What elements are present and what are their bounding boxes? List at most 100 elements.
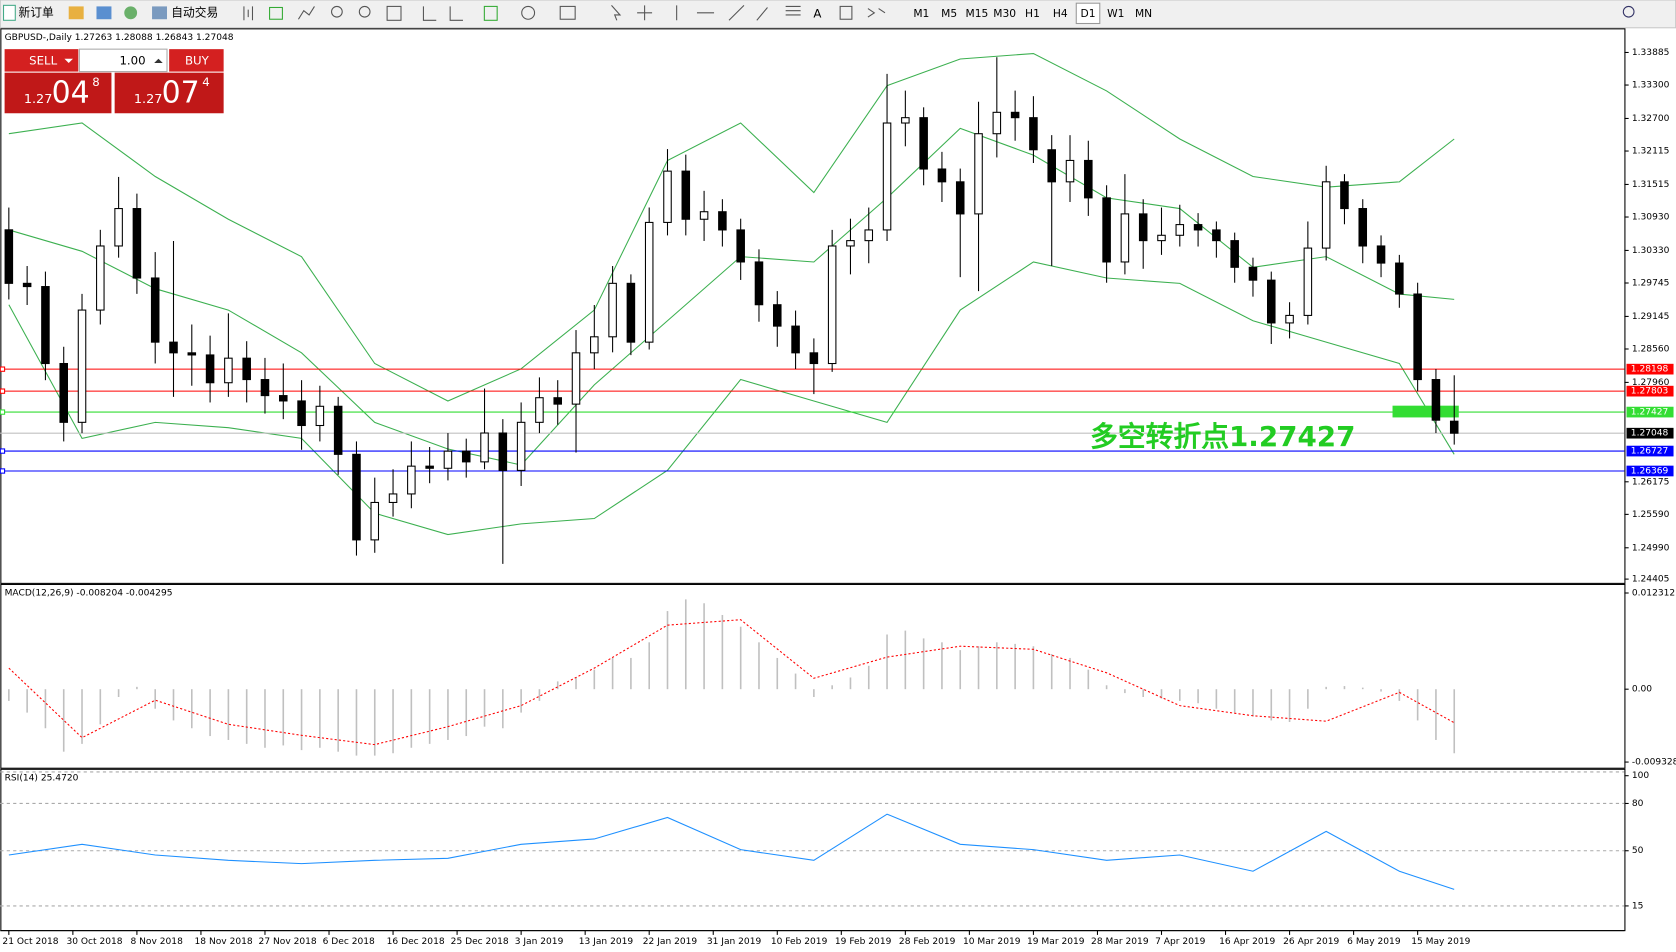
candle-body <box>1431 379 1441 421</box>
candle-body <box>1193 224 1203 231</box>
y-tick-label: 1.25590 <box>1632 510 1670 520</box>
search-icon[interactable] <box>1622 5 1635 18</box>
tile-icon[interactable] <box>386 5 402 21</box>
candle-body <box>864 229 874 242</box>
candle-body <box>1138 213 1148 242</box>
y-tick-label: 1.32115 <box>1632 147 1670 157</box>
buy-price-box[interactable] <box>114 72 224 114</box>
x-tick-label: 8 Nov 2018 <box>130 937 183 947</box>
candle-body <box>461 450 471 463</box>
text-tool[interactable]: A <box>813 6 821 20</box>
candle-body <box>96 245 105 311</box>
bar-chart-icon[interactable] <box>243 6 254 21</box>
x-tick-label: 19 Mar 2019 <box>1027 937 1085 947</box>
x-tick-label: 30 Oct 2018 <box>66 937 122 947</box>
level-marker <box>0 409 6 415</box>
candle-body <box>315 405 325 427</box>
y-tick-label: 100 <box>1632 771 1650 781</box>
zoom-in-icon[interactable] <box>331 5 343 18</box>
candle-body <box>333 405 343 455</box>
candle-body <box>1102 197 1111 263</box>
trade-panel: SELL 1.00 BUY 1.27 04 8 1.27 07 4 <box>4 48 224 114</box>
sell-price-box[interactable] <box>4 72 112 114</box>
x-tick-label: 6 Dec 2018 <box>323 937 375 947</box>
timeframe-button[interactable]: D1 <box>1081 7 1096 20</box>
sell-label[interactable]: SELL <box>29 53 57 67</box>
x-tick-label: 26 Apr 2019 <box>1283 937 1339 947</box>
tool-icon[interactable] <box>68 6 84 20</box>
candle-body <box>132 208 142 279</box>
panel-title: GBPUSD-,Daily 1.27263 1.28088 1.26843 1.… <box>5 33 234 43</box>
template-icon[interactable] <box>559 5 576 20</box>
timeframe-button[interactable]: M15 <box>966 7 989 20</box>
buy-pips: 07 <box>162 76 200 111</box>
auto-trading-button[interactable]: 自动交易 <box>171 5 218 19</box>
period-icon[interactable] <box>521 5 536 20</box>
buy-label[interactable]: BUY <box>185 53 210 67</box>
bollinger-upper <box>8 52 1455 402</box>
y-tick-label: 15 <box>1632 901 1644 911</box>
lot-value[interactable]: 1.00 <box>119 53 145 67</box>
candle-body <box>388 493 398 503</box>
arrow-tool[interactable] <box>867 8 886 18</box>
cursor-icon[interactable] <box>611 4 622 21</box>
candle-body <box>1065 159 1075 183</box>
candle-body <box>901 117 910 124</box>
candle-body <box>1395 262 1404 295</box>
timeframe-button[interactable]: M5 <box>941 7 957 20</box>
y-tick-label: 0.012312 <box>1632 589 1675 599</box>
candle-body <box>974 133 983 215</box>
level-label-bg <box>1626 445 1674 457</box>
candle-body <box>150 277 160 343</box>
sell-pips: 04 <box>52 76 90 111</box>
candle-body <box>590 336 599 354</box>
x-tick-label: 19 Feb 2019 <box>835 937 892 947</box>
candle-icon[interactable] <box>269 6 283 20</box>
candle-body <box>279 395 288 402</box>
candle-body <box>809 352 819 365</box>
auto-trading-icon[interactable] <box>152 6 168 20</box>
new-order-icon[interactable] <box>2 4 16 21</box>
level-marker <box>0 448 6 454</box>
level-label-bg <box>1626 465 1674 477</box>
y-tick-label: 1.29145 <box>1632 312 1670 322</box>
y-tick-label: 1.27960 <box>1632 378 1670 388</box>
sell-button[interactable] <box>4 49 79 72</box>
dropdown-arrow <box>64 58 73 64</box>
candle-body <box>1358 208 1368 247</box>
annotation: 多空转折点1.27427 <box>1090 420 1355 453</box>
buy-button[interactable] <box>169 49 224 72</box>
candle-body <box>187 352 197 356</box>
tool-icon[interactable] <box>124 6 138 20</box>
shift-icon[interactable] <box>422 6 463 21</box>
spin-arrow[interactable] <box>154 58 163 64</box>
lot-input[interactable] <box>78 48 168 73</box>
candle-body <box>1047 149 1056 183</box>
new-order-button[interactable]: 新订单 <box>18 5 53 19</box>
timeframe-button[interactable]: H4 <box>1053 7 1068 20</box>
timeframe-button[interactable]: W1 <box>1107 7 1124 20</box>
indicator-icon[interactable] <box>483 5 498 21</box>
zoom-out-icon[interactable] <box>358 5 371 18</box>
x-tick-label: 16 Apr 2019 <box>1219 937 1275 947</box>
tool-icon[interactable] <box>96 6 112 20</box>
y-tick-label: 1.33885 <box>1632 48 1670 58</box>
candle-body <box>352 453 361 541</box>
label-tool[interactable] <box>839 5 853 20</box>
y-tick-label: 1.28560 <box>1632 344 1670 354</box>
y-tick-label: 1.31515 <box>1632 180 1670 190</box>
crosshair-icon[interactable] <box>637 5 653 21</box>
timeframe-button[interactable]: M30 <box>993 7 1016 20</box>
drawing-icons[interactable] <box>676 4 801 21</box>
timeframe-button[interactable]: MN <box>1135 7 1152 20</box>
timeframe-button[interactable]: M1 <box>913 7 929 20</box>
level-label-bg <box>1626 385 1674 397</box>
buy-frac: 4 <box>202 75 209 89</box>
candle-body <box>699 211 709 220</box>
timeframe-button[interactable]: H1 <box>1025 7 1040 20</box>
line-chart-icon[interactable] <box>297 6 315 20</box>
candle-body <box>791 325 800 354</box>
candle-body <box>955 181 965 215</box>
